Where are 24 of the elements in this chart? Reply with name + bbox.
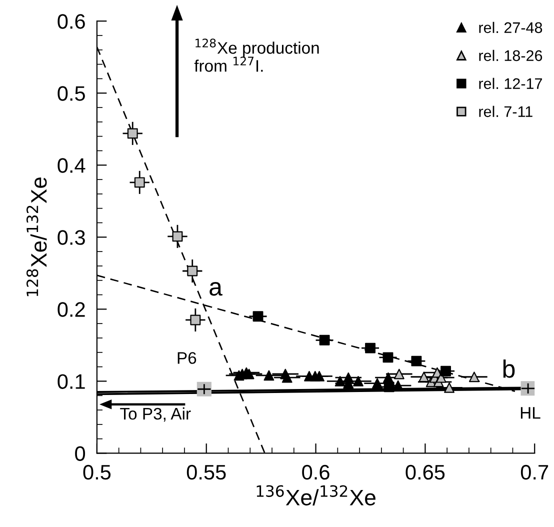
x-tick-label: 0.7 xyxy=(520,464,548,480)
legend-label: rel. 7-11 xyxy=(479,106,532,118)
y-axis-title: $^{128}$Xe/$^{132}$Xe xyxy=(26,177,47,296)
y-tick-label: 0.2 xyxy=(58,302,85,317)
legend-label: rel. 27-48 xyxy=(479,22,542,34)
x-axis-title: $^{136}$Xe/$^{132}$Xe xyxy=(256,485,376,506)
y-tick-label: 0 xyxy=(75,446,86,461)
annotation: b xyxy=(503,359,515,378)
y-tick-label: 0.3 xyxy=(58,230,85,245)
y-tick-label: 0.6 xyxy=(58,14,85,29)
x-tick-label: 0.55 xyxy=(186,464,226,480)
x-tick-label: 0.5 xyxy=(83,464,111,480)
x-tick-label: 0.6 xyxy=(302,464,330,480)
annotation: $^{128}$Xe production from $^{127}$I. xyxy=(194,38,319,72)
annotation: P6 xyxy=(178,352,196,364)
y-tick-label: 0.1 xyxy=(58,374,85,389)
y-tick-label: 0.5 xyxy=(58,86,85,101)
legend-label: rel. 18-26 xyxy=(479,50,542,62)
annotation: a xyxy=(210,282,222,296)
annotation: HL xyxy=(520,407,540,419)
annotation: To P3, Air xyxy=(120,407,191,422)
x-tick-label: 0.65 xyxy=(406,464,445,480)
y-tick-label: 0.4 xyxy=(58,158,86,173)
legend-label: rel. 12-17 xyxy=(479,78,542,90)
